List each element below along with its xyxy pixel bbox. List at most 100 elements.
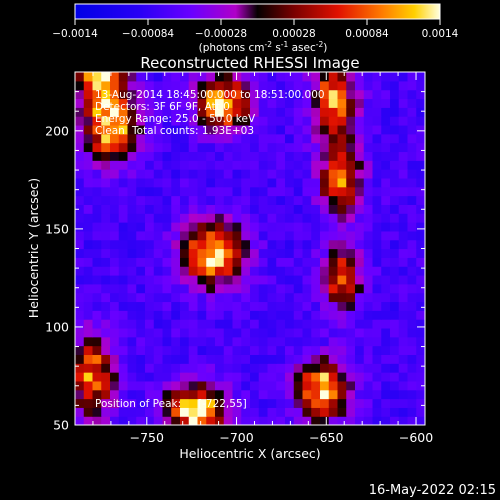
heatmap-cell [390,107,400,117]
heatmap-cell [390,124,400,135]
heatmap-cell [215,177,225,188]
heatmap-cell [75,310,85,320]
heatmap-cell [363,363,374,373]
heatmap-cell [232,301,242,311]
heatmap-cell [171,186,181,197]
heatmap-cell [83,72,94,82]
heatmap-cell [337,380,347,391]
heatmap-cell [223,116,234,126]
heatmap-cell [293,142,304,153]
y-tick-label: 200 [45,123,69,138]
heatmap-cell [276,98,286,108]
heatmap-cell [398,142,409,153]
heatmap-cell [75,389,85,400]
heatmap-cell [223,363,234,373]
heatmap-cell [416,283,425,294]
heatmap-cell [153,248,164,258]
heatmap-cell [302,213,312,223]
heatmap-cell [320,407,330,417]
heatmap-cell [337,89,347,100]
heatmap-cell [293,363,304,373]
heatmap-cell [363,160,374,170]
heatmap-cell [302,407,312,417]
heatmap-cell [162,345,172,355]
heatmap-cell [145,345,155,355]
heatmap-cell [188,283,199,294]
heatmap-cell [215,151,225,161]
heatmap-cell [162,380,172,391]
heatmap-cell [127,257,137,267]
heatmap-cell [302,169,312,179]
heatmap-cell [153,345,164,355]
heatmap-cell [197,98,207,108]
heatmap-cell [302,266,312,276]
heatmap-cell [110,389,120,400]
x-axis-label: Heliocentric X (arcsec) [179,446,320,461]
heatmap-cell [250,116,260,126]
heatmap-cell [363,292,374,303]
heatmap-cell [346,372,356,382]
heatmap-cell [416,160,425,170]
heatmap-cell [276,230,286,241]
heatmap-cell [232,72,242,82]
heatmap-cell [407,248,417,258]
heatmap-cell [320,177,330,188]
heatmap-cell [311,416,321,425]
heatmap-cell [258,407,269,417]
heatmap-cell [136,336,146,347]
heatmap-cell [223,169,234,179]
heatmap-cell [75,363,85,373]
heatmap-cell [75,336,85,347]
heatmap-cell [92,345,102,355]
heatmap-cell [92,177,102,188]
heatmap-cell [311,72,321,82]
heatmap-cell [398,283,409,294]
heatmap-cell [101,336,111,347]
heatmap-cell [110,327,120,338]
heatmap-cell [188,107,199,117]
heatmap-cell [337,151,347,161]
heatmap-cell [390,142,400,153]
heatmap-cell [320,398,330,408]
heatmap-cell [293,319,304,329]
heatmap-cell [223,213,234,223]
heatmap-cell [416,169,425,179]
heatmap-cell [407,407,417,417]
heatmap-cell [302,372,312,382]
heatmap-cell [276,124,286,135]
heatmap-cell [241,124,251,135]
heatmap-cell [241,380,251,391]
heatmap-cell [416,380,425,391]
heatmap-cell [372,213,382,223]
heatmap-cell [75,169,85,179]
heatmap-cell [145,160,155,170]
heatmap-cell [232,292,242,303]
heatmap-cell [118,319,129,329]
heatmap-cell [346,257,356,267]
heatmap-cell [75,319,85,329]
heatmap-cell [285,213,295,223]
heatmap-cell [145,230,155,241]
heatmap-cell [372,195,382,205]
heatmap-cell [118,372,129,382]
heatmap-cell [110,160,120,170]
heatmap-cell [241,301,251,311]
heatmap-cell [171,327,181,338]
heatmap-cell [285,372,295,382]
heatmap-cell [162,319,172,329]
heatmap-cell [232,142,242,153]
heatmap-cell [398,239,409,250]
heatmap-cell [285,239,295,250]
heatmap-cell [407,380,417,391]
heatmap-cell [293,248,304,258]
heatmap-cell [363,407,374,417]
heatmap-cell [153,292,164,303]
heatmap-cell [241,142,251,153]
heatmap-cell [206,160,216,170]
heatmap-cell [267,169,277,179]
heatmap-cell [127,283,137,294]
heatmap-cell [320,124,330,135]
heatmap-cell [171,266,181,276]
heatmap-cell [206,151,216,161]
heatmap-cell [267,416,277,425]
